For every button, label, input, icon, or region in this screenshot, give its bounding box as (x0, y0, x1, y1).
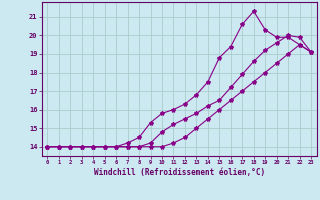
X-axis label: Windchill (Refroidissement éolien,°C): Windchill (Refroidissement éolien,°C) (94, 168, 265, 177)
